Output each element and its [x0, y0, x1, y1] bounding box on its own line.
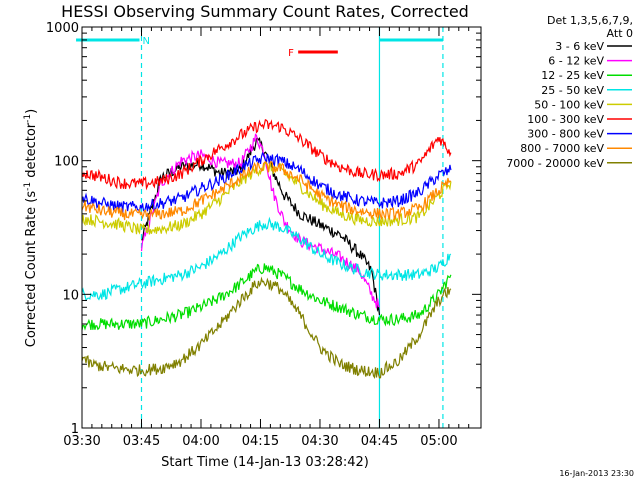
chart-title: HESSI Observing Summary Count Rates, Cor… [61, 2, 469, 21]
series-line-5 [82, 118, 452, 191]
x-tick-label-4: 04:30 [301, 434, 338, 449]
y-axis-label-main: Corrected Count Rate (s [24, 191, 39, 348]
legend-label-6: 300 - 800 keV [527, 128, 604, 141]
series-line-6 [82, 151, 452, 214]
plot-frame [81, 26, 482, 429]
legend-label-2: 12 - 25 keV [541, 69, 604, 82]
legend-label-0: 3 - 6 keV [555, 40, 604, 53]
legend-header-2: Att 0 [607, 27, 633, 40]
y-tick-label-0: 1 [71, 422, 79, 437]
x-axis-label: Start Time (14-Jan-13 03:28:42) [161, 455, 369, 470]
legend: Det 1,3,5,6,7,9, Att 0 3 - 6 keV 6 - 12 k… [506, 14, 633, 170]
y-axis-label: Corrected Count Rate (s-1 detector-1) [23, 109, 39, 347]
y-axis-label-mid: detector [24, 122, 39, 182]
legend-label-8: 7000 - 20000 keV [506, 157, 604, 170]
x-tick-label-6: 05:00 [420, 434, 457, 449]
flag-label-N: N [143, 36, 150, 47]
series-layer [82, 118, 452, 379]
legend-label-7: 800 - 7000 keV [520, 142, 604, 155]
flag-label-F: F [288, 48, 294, 59]
series-line-2 [82, 263, 452, 332]
series-line-7 [82, 160, 452, 221]
y-tick-label-1: 10 [62, 288, 79, 303]
legend-header-1: Det 1,3,5,6,7,9, [547, 14, 633, 27]
y-axis-label-end: ) [24, 109, 39, 114]
x-tick-label-0: 03:30 [63, 434, 100, 449]
series-line-3 [82, 216, 452, 302]
frame-layer: 1 10 100 1000 03:30 03:45 04:00 04:15 04:30 04:45… [46, 21, 482, 449]
footer-timestamp: 16-Jan-2013 23:30 [559, 469, 634, 478]
legend-label-3: 25 - 50 keV [541, 84, 604, 97]
series-line-8 [82, 276, 452, 379]
plot-layer: NF [76, 27, 444, 428]
y-axis-label-sup2: -1 [23, 114, 33, 123]
y-axis-label-sup1: -1 [23, 182, 33, 191]
series-line-1 [140, 133, 381, 309]
legend-label-1: 6 - 12 keV [548, 55, 604, 68]
x-tick-label-3: 04:15 [242, 434, 279, 449]
x-tick-label-1: 03:45 [123, 434, 160, 449]
x-tick-label-5: 04:45 [361, 434, 398, 449]
x-tick-label-2: 04:00 [182, 434, 219, 449]
legend-label-5: 100 - 300 keV [527, 113, 604, 126]
legend-label-4: 50 - 100 keV [534, 98, 604, 111]
y-tick-label-3: 1000 [46, 21, 79, 36]
y-tick-label-2: 100 [54, 155, 79, 170]
